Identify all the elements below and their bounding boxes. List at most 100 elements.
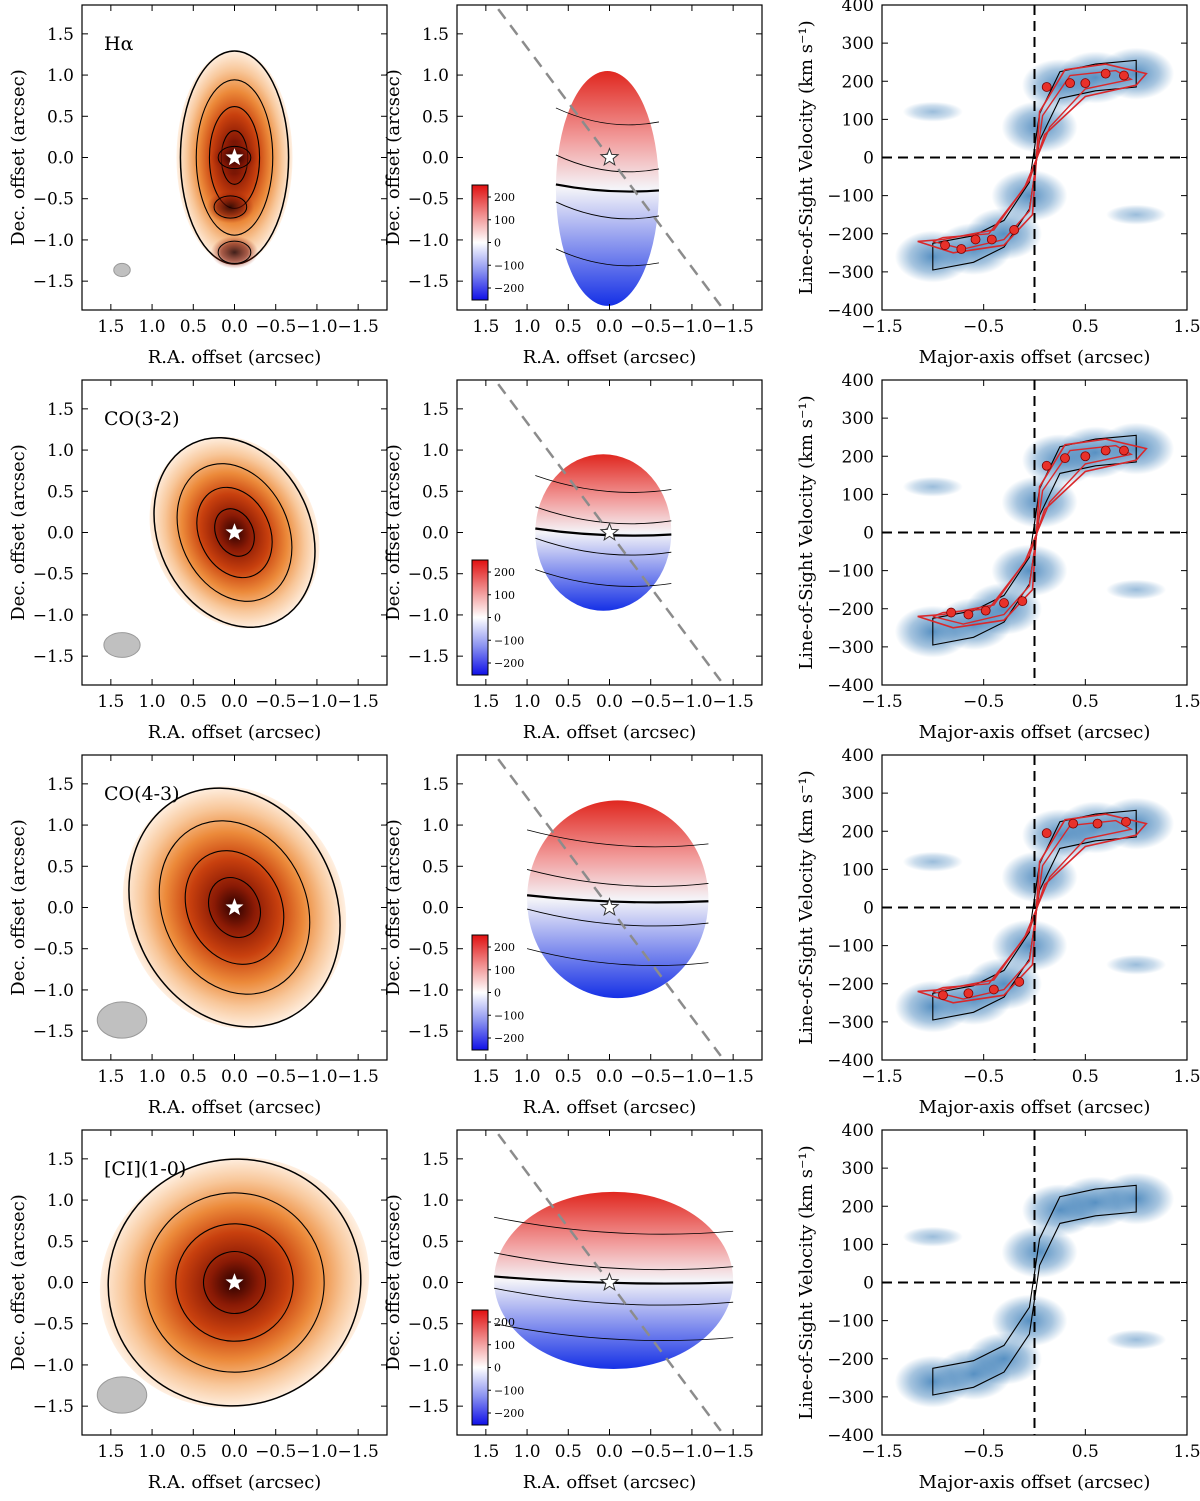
y-tick-label: 0.5 <box>422 857 449 877</box>
model-contour <box>917 63 1148 254</box>
x-axis-label: R.A. offset (arcsec) <box>523 347 697 368</box>
isovelocity-contour <box>535 506 672 525</box>
x-axis-label: Major-axis offset (arcsec) <box>919 722 1151 743</box>
isovelocity-contour <box>494 1323 734 1341</box>
emission-line-label: CO(3-2) <box>104 408 180 430</box>
pv-rotation-point <box>1100 445 1111 456</box>
pv-noise <box>902 101 963 122</box>
y-tick-label: 1.0 <box>422 816 449 836</box>
intensity-contour <box>128 787 341 1028</box>
intensity-contour <box>214 508 255 557</box>
pv-diagram <box>882 5 1187 310</box>
colorbar-tick-label: −200 <box>494 1407 524 1420</box>
y-tick-label: −1.5 <box>408 1397 449 1417</box>
center-star-marker <box>599 147 620 166</box>
y-tick-label: 0.0 <box>47 899 74 919</box>
x-tick-label: −1.0 <box>296 317 337 337</box>
y-tick-label: 0.0 <box>422 899 449 919</box>
y-tick-label: −1.0 <box>408 981 449 1001</box>
x-tick-label: 1.0 <box>514 317 541 337</box>
colorbar <box>471 1309 489 1426</box>
x-tick-label: −1.5 <box>713 692 754 712</box>
pv-noise <box>1106 579 1167 600</box>
y-axis-label: Line-of-Sight Velocity (km s⁻¹) <box>796 20 817 294</box>
x-tick-label: −0.5 <box>255 1442 296 1462</box>
x-tick-label: 0.5 <box>1072 1067 1099 1087</box>
y-tick-label: 200 <box>842 447 874 467</box>
pv-diagram <box>882 755 1187 1060</box>
colorbar-tick-label: 0 <box>494 237 501 250</box>
x-tick-label: −1.5 <box>338 692 379 712</box>
y-tick-label: 1.0 <box>47 441 74 461</box>
y-tick-label: −1.0 <box>408 606 449 626</box>
isovelocity-contour <box>494 1287 734 1306</box>
pv-rotation-point <box>938 990 948 1001</box>
y-tick-label: 200 <box>842 1197 874 1217</box>
x-tick-label: −1.5 <box>338 1442 379 1462</box>
velocity-field <box>527 800 709 999</box>
y-tick-label: 1.5 <box>47 1150 74 1170</box>
x-tick-label: 0.5 <box>1072 317 1099 337</box>
y-tick-label: −100 <box>827 1312 874 1332</box>
x-axis-label: Major-axis offset (arcsec) <box>919 1097 1151 1118</box>
y-tick-label: −1.0 <box>408 1356 449 1376</box>
y-axis-label: Dec. offset (arcsec) <box>383 69 404 246</box>
colorbar-tick-label: −100 <box>494 259 524 272</box>
y-tick-label: −1.5 <box>33 647 74 667</box>
intensity-contour <box>175 1223 294 1342</box>
x-tick-label: −1.0 <box>671 317 712 337</box>
x-tick-label: −0.5 <box>963 1442 1004 1462</box>
intensity-contour <box>176 463 293 602</box>
pv-rotation-point <box>1041 460 1052 471</box>
y-tick-label: 1.0 <box>47 1191 74 1211</box>
x-tick-label: −0.5 <box>255 317 296 337</box>
y-tick-label: −0.5 <box>408 190 449 210</box>
pv-rotation-point <box>1041 828 1052 839</box>
pv-rotation-point <box>980 605 991 616</box>
y-tick-label: −1.5 <box>408 1022 449 1042</box>
pv-contour <box>932 1184 1137 1396</box>
center-star-marker <box>225 523 244 541</box>
x-tick-label: 1.5 <box>1173 692 1200 712</box>
pv-emission <box>1001 476 1078 528</box>
y-tick-label: 1.0 <box>422 1191 449 1211</box>
knot-contour <box>217 240 252 264</box>
y-tick-label: 0.0 <box>47 149 74 169</box>
y-tick-label: −1.0 <box>33 231 74 251</box>
center-star-marker <box>225 1273 244 1291</box>
colorbar <box>471 559 489 676</box>
y-tick-label: −100 <box>827 937 874 957</box>
y-tick-label: 0.5 <box>47 482 74 502</box>
y-axis-label: Dec. offset (arcsec) <box>383 819 404 996</box>
x-tick-label: 0.0 <box>221 1442 248 1462</box>
pv-contour <box>932 434 1137 646</box>
pv-rotation-point <box>1068 818 1079 829</box>
intensity-contour <box>208 877 261 938</box>
pv-rotation-point <box>970 234 981 245</box>
knot-contour <box>213 195 248 219</box>
x-tick-label: −0.5 <box>630 1067 671 1087</box>
y-tick-label: 0.5 <box>422 1232 449 1252</box>
y-tick-label: 300 <box>842 34 874 54</box>
x-tick-label: −0.5 <box>255 1067 296 1087</box>
y-tick-label: 400 <box>842 0 874 16</box>
x-tick-label: −1.5 <box>861 1442 902 1462</box>
intensity-contour <box>158 820 311 995</box>
colorbar-tick-label: 100 <box>494 1339 515 1352</box>
y-tick-label: −100 <box>827 562 874 582</box>
x-tick-label: 0.0 <box>221 317 248 337</box>
center-star-marker <box>599 522 620 541</box>
x-tick-label: 0.5 <box>180 317 207 337</box>
intensity-contour <box>196 486 273 579</box>
y-tick-label: 1.0 <box>47 816 74 836</box>
zero-velocity-contour <box>535 527 672 537</box>
pv-diagram <box>882 380 1187 685</box>
isovelocity-contour <box>535 537 672 556</box>
pv-rotation-point <box>956 244 967 254</box>
beam-ellipse <box>96 1001 148 1039</box>
pv-rotation-point <box>1080 78 1091 89</box>
y-tick-label: 0.5 <box>47 107 74 127</box>
y-tick-label: 1.5 <box>47 775 74 795</box>
intensity-contour <box>195 79 274 236</box>
emission-line-label: Hα <box>104 33 134 55</box>
